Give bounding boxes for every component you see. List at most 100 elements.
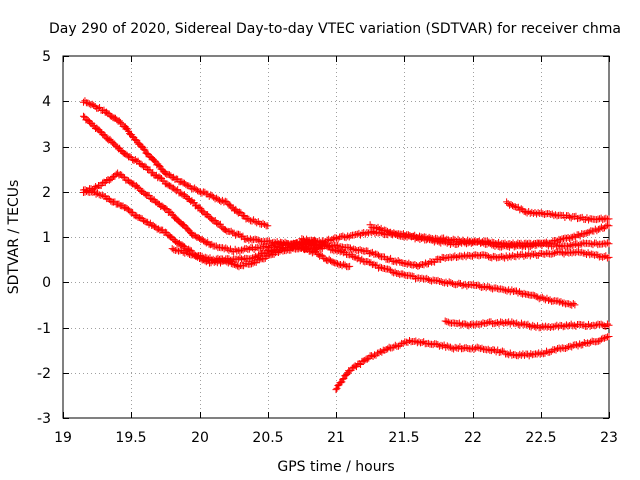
data-point-marker <box>605 215 613 223</box>
series-track-2 <box>79 112 333 250</box>
data-point-marker <box>247 260 255 268</box>
data-point-marker <box>546 296 554 304</box>
data-point-marker <box>370 260 378 268</box>
data-point-marker <box>599 321 607 329</box>
data-point-marker <box>469 252 476 260</box>
data-point-marker <box>520 289 528 297</box>
data-point-marker <box>376 263 384 271</box>
data-point-marker <box>182 181 190 189</box>
data-point-marker <box>192 253 200 261</box>
data-point-marker <box>145 191 153 199</box>
data-point-marker <box>528 351 536 359</box>
data-point-marker <box>597 223 605 231</box>
data-point-marker <box>504 254 512 262</box>
data-point-marker <box>447 279 455 287</box>
data-point-marker <box>567 320 575 328</box>
data-point-marker <box>578 248 586 256</box>
data-point-marker <box>350 245 358 253</box>
x-tick-label: 21.5 <box>388 430 419 446</box>
data-point-marker <box>587 240 595 248</box>
data-point-marker <box>385 256 393 264</box>
data-point-marker <box>524 350 532 358</box>
data-point-marker <box>331 246 339 254</box>
data-point-marker <box>605 253 613 261</box>
data-point-marker <box>361 230 369 238</box>
x-tick-label: 23 <box>600 430 618 446</box>
data-point-marker <box>332 386 340 394</box>
data-point-marker <box>346 244 354 252</box>
data-point-marker <box>571 301 579 309</box>
data-point-marker <box>193 253 201 261</box>
data-point-marker <box>498 347 506 355</box>
data-point-marker <box>227 260 235 268</box>
data-point-marker <box>409 232 417 240</box>
data-point-marker <box>566 235 574 243</box>
data-point-marker <box>520 351 528 359</box>
data-point-marker <box>430 235 438 243</box>
data-point-marker <box>421 259 429 267</box>
data-point-marker <box>254 236 262 244</box>
data-point-marker <box>208 240 216 248</box>
y-tick-label: -2 <box>37 366 51 382</box>
data-point-marker <box>491 253 499 261</box>
data-point-marker <box>565 242 573 250</box>
data-point-marker <box>253 243 261 251</box>
x-axis-label: GPS time / hours <box>277 459 394 475</box>
data-point-marker <box>575 241 583 249</box>
data-point-marker <box>261 220 269 228</box>
data-point-marker <box>549 250 557 258</box>
data-point-marker <box>435 236 443 244</box>
data-point-marker <box>529 209 537 217</box>
data-point-marker <box>346 262 354 270</box>
x-tick-label: 19.5 <box>115 430 146 446</box>
data-point-marker <box>335 247 343 255</box>
data-point-marker <box>424 235 432 243</box>
data-point-marker <box>381 264 389 272</box>
data-point-marker <box>358 229 366 237</box>
data-point-marker <box>421 275 429 283</box>
data-point-marker <box>418 339 426 347</box>
data-point-marker <box>375 349 383 357</box>
data-point-marker <box>553 237 561 245</box>
data-point-marker <box>247 254 255 262</box>
data-point-marker <box>500 320 508 328</box>
data-point-marker <box>443 235 451 243</box>
data-point-marker <box>551 322 559 330</box>
data-point-marker <box>85 100 93 108</box>
series-track-12 <box>332 333 613 394</box>
data-point-marker <box>208 192 216 200</box>
data-point-marker <box>585 216 593 224</box>
y-tick-label: 0 <box>42 275 51 291</box>
data-point-marker <box>482 319 490 327</box>
y-tick-label: 5 <box>42 49 51 65</box>
data-point-marker <box>381 346 389 354</box>
data-point-marker <box>511 320 519 328</box>
y-axis-label: SDTVAR / TECUs <box>6 180 22 295</box>
data-point-marker <box>444 318 452 326</box>
data-point-marker <box>338 262 346 270</box>
data-point-marker <box>503 350 511 358</box>
data-point-marker <box>537 324 545 332</box>
data-point-marker <box>508 286 516 294</box>
data-point-marker <box>576 340 584 348</box>
x-tick-label: 22.5 <box>525 430 556 446</box>
series-track-7 <box>305 239 613 270</box>
data-point-marker <box>569 341 577 349</box>
data-point-marker <box>520 242 528 250</box>
data-point-marker <box>486 240 494 248</box>
data-point-marker <box>189 251 197 259</box>
data-point-marker <box>189 185 197 193</box>
data-point-marker <box>530 322 538 330</box>
data-point-marker <box>248 217 256 225</box>
data-point-marker <box>560 299 568 307</box>
data-point-marker <box>384 255 392 263</box>
chart-title: Day 290 of 2020, Sidereal Day-to-day VTE… <box>49 21 621 37</box>
data-point-marker <box>248 236 256 244</box>
data-point-marker <box>210 193 218 201</box>
data-point-marker <box>516 350 524 358</box>
data-point-marker <box>332 259 340 267</box>
data-point-marker <box>520 252 528 260</box>
data-point-marker <box>416 232 424 240</box>
